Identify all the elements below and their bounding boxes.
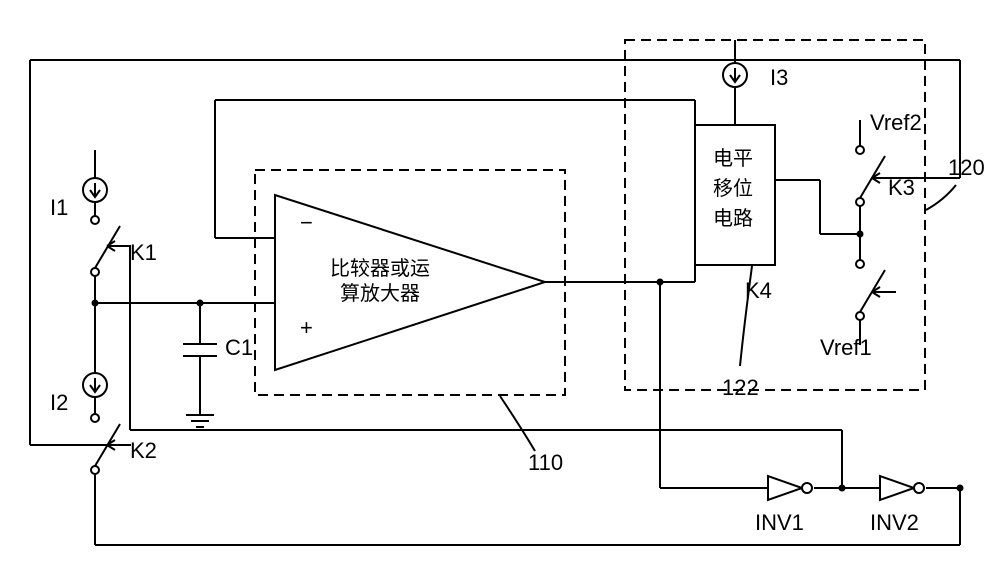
amp-minus: − (300, 210, 313, 235)
label-inv2: INV2 (870, 510, 919, 535)
node-n_inv2o (957, 485, 964, 492)
ctrl-arrow-k4 (872, 287, 896, 297)
label-110: 110 (528, 450, 563, 475)
label-k1: K1 (130, 240, 157, 265)
inverter-2 (880, 476, 914, 500)
leader-120 (926, 185, 956, 210)
node-n_inv1o (839, 485, 846, 492)
label-vref2: Vref2 (870, 110, 922, 135)
label-inv1: INV1 (755, 510, 804, 535)
amp-plus: + (300, 315, 313, 340)
label-i2: I2 (50, 390, 68, 415)
label-122: 122 (722, 375, 759, 400)
label-amp-l1: 比较器或运 (330, 257, 430, 280)
label-120: 120 (948, 155, 985, 180)
ground (186, 415, 214, 427)
label-i1: I1 (50, 195, 68, 220)
label-i3: I3 (770, 65, 788, 90)
inverter-1 (768, 476, 802, 500)
node-n_plus (92, 300, 99, 307)
label-amp-l2: 算放大器 (340, 282, 420, 305)
node-n_cap (197, 300, 204, 307)
leader-110 (500, 396, 535, 451)
label-ls-l1: 电平 (713, 147, 753, 170)
label-vref1: Vref1 (820, 335, 872, 360)
label-k3: K3 (888, 175, 915, 200)
label-c1: C1 (225, 335, 253, 360)
node-n_k3k4 (857, 231, 864, 238)
circuit-diagram: − + I1 I2 I3 K1 K2 K3 K4 C1 Vref2 Vref1 INV1 INV2 110 1… (0, 0, 1000, 583)
label-k4: K4 (745, 278, 772, 303)
label-ls-l2: 移位 (713, 177, 753, 200)
label-k2: K2 (130, 438, 157, 463)
node-n_out (657, 279, 664, 286)
label-ls-l3: 电路 (713, 207, 753, 230)
